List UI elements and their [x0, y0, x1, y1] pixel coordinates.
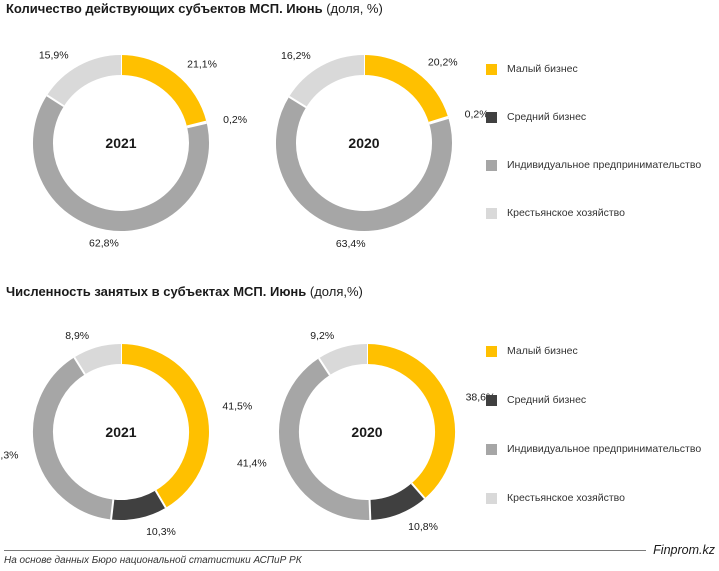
- donut-slice-individual-entrepreneurship: [33, 95, 209, 231]
- donut-slice-farm: [74, 344, 122, 375]
- legend-item-small-business: Малый бизнес: [486, 345, 578, 357]
- legend-item-individual-entrepreneurship: Индивидуальное предпринимательство: [486, 159, 701, 171]
- donut-slice-individual-entrepreneurship: [33, 357, 114, 520]
- footer-source-note: На основе данных Бюро национальной стати…: [4, 555, 302, 566]
- chart-title-main: Численность занятых в субъектах МСП. Июн…: [6, 284, 307, 299]
- donut-slice-small-business: [366, 344, 455, 499]
- donut-center-year: 2021: [105, 135, 136, 151]
- legend-swatch: [486, 443, 497, 455]
- value-label-medium-business: 10,8%: [408, 521, 438, 533]
- legend-label: Малый бизнес: [507, 345, 578, 357]
- chart-title-main: Количество действующих субъектов МСП. Ию…: [6, 1, 323, 16]
- slice-separator: [318, 357, 331, 376]
- legend-item-medium-business: Средний бизнес: [486, 111, 586, 123]
- value-label-farm: 16,2%: [281, 50, 311, 62]
- legend-swatch: [486, 159, 497, 171]
- value-label-farm: 8,9%: [65, 330, 89, 342]
- value-label-medium-business: 0,2%: [223, 114, 247, 126]
- slice-separator: [73, 356, 86, 375]
- donut-slice-individual-entrepreneurship: [279, 358, 371, 520]
- donut-center-year: 2020: [351, 424, 382, 440]
- legend-swatch: [486, 394, 497, 406]
- slice-separator: [410, 482, 426, 500]
- value-label-medium-business: 0,2%: [465, 109, 489, 121]
- donut-slice-small-business: [363, 55, 449, 124]
- value-label-individual-entrepreneurship: 62,8%: [89, 238, 119, 250]
- legend-label: Индивидуальное предпринимательство: [507, 443, 702, 455]
- slice-separator: [428, 116, 449, 125]
- donut-employment-2020: 38,6%10,8%41,4%9,2%2020: [237, 330, 495, 533]
- footer-brand: Finprom.kz: [653, 543, 715, 557]
- legend-swatch: [486, 63, 497, 75]
- slice-separator: [288, 95, 307, 109]
- donut-slice-farm: [289, 55, 365, 108]
- legend-item-farm: Крестьянское хозяйство: [486, 492, 625, 504]
- legend-swatch: [486, 492, 497, 504]
- legend-item-small-business: Малый бизнес: [486, 63, 578, 75]
- legend-item-farm: Крестьянское хозяйство: [486, 207, 625, 219]
- legend-swatch: [486, 207, 497, 219]
- legend-item-medium-business: Средний бизнес: [486, 394, 586, 406]
- value-label-medium-business: 10,3%: [146, 526, 176, 538]
- legend-swatch: [486, 111, 497, 123]
- chart-title-employment: Численность занятых в субъектах МСП. Июн…: [6, 284, 363, 299]
- donut-center-year: 2021: [105, 424, 136, 440]
- slice-separator: [186, 121, 207, 129]
- legend-label: Средний бизнес: [507, 111, 587, 123]
- value-label-small-business: 41,5%: [222, 400, 252, 412]
- slice-separator: [110, 499, 115, 520]
- value-label-small-business: 21,1%: [187, 58, 217, 70]
- legend-label: Средний бизнес: [507, 394, 587, 406]
- legend-label: Малый бизнес: [507, 63, 578, 75]
- footer-divider: [4, 550, 646, 551]
- chart-title-unit: (доля, %): [322, 1, 383, 16]
- donut-employment-2021: 41,5% 10,3% 39,3% 8,9% 2021: [0, 330, 252, 538]
- value-label-small-business: 20,2%: [428, 57, 458, 69]
- value-label-farm: 9,2%: [310, 330, 334, 342]
- donut-slice-farm: [318, 344, 368, 376]
- slice-separator: [368, 499, 372, 520]
- donut-slice-medium-business: [111, 490, 166, 520]
- donut-slice-small-business: [120, 344, 209, 508]
- legend-label: Индивидуальное предпринимательство: [507, 159, 702, 171]
- chart-title-unit: (доля,%): [306, 284, 363, 299]
- value-label-farm: 15,9%: [39, 49, 69, 61]
- donut-enterprises-2021: 21,1% 0,2% 62,8% 15,9% 2021: [33, 49, 247, 250]
- value-label-individual-entrepreneurship: 41,4%: [237, 458, 267, 470]
- donut-slice-individual-entrepreneurship: [276, 96, 452, 231]
- legend-swatch: [486, 345, 497, 357]
- legend-label: Крестьянское хозяйство: [507, 207, 625, 219]
- legend-item-individual-entrepreneurship: Индивидуальное предпринимательство: [486, 443, 701, 455]
- donut-enterprises-2020: 20,2% 0,2% 63,4% 16,2% 2020: [276, 50, 489, 250]
- donut-slice-farm: [46, 55, 122, 107]
- legend-label: Крестьянское хозяйство: [507, 492, 625, 504]
- slice-separator: [154, 490, 167, 509]
- donut-slice-medium-business: [369, 483, 425, 520]
- donut-slice-small-business: [120, 55, 207, 127]
- slice-separator: [46, 94, 65, 108]
- value-label-individual-entrepreneurship: 63,4%: [336, 238, 366, 250]
- chart-title-enterprises: Количество действующих субъектов МСП. Ию…: [6, 1, 383, 16]
- value-label-individual-entrepreneurship: 39,3%: [0, 449, 19, 461]
- donut-center-year: 2020: [348, 135, 379, 151]
